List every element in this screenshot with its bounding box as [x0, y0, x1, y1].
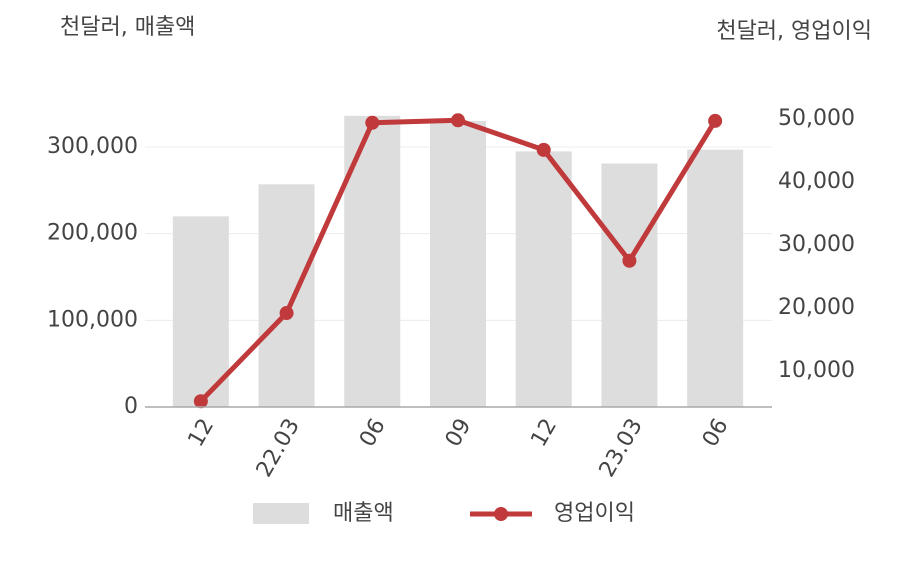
x-tick-label: 23.03 — [595, 415, 648, 482]
legend-marker — [494, 507, 508, 521]
line-point — [451, 113, 465, 128]
x-tick-label: 12 — [526, 415, 562, 452]
bar — [430, 121, 486, 407]
bar — [601, 163, 658, 407]
x-tick-label: 12 — [184, 415, 220, 452]
line-point — [708, 113, 723, 128]
bar — [515, 151, 572, 407]
y2-tick-label: 50,000 — [778, 106, 855, 131]
line-point — [365, 115, 380, 130]
y-tick-label: 200,000 — [47, 221, 138, 246]
line-point — [622, 253, 637, 268]
y2-unit-label: 천달러, 영업이익 — [716, 19, 872, 44]
legend-label: 매출액 — [333, 501, 394, 526]
x-tick-label: 06 — [355, 415, 391, 452]
bar — [258, 184, 315, 407]
y-tick-label: 300,000 — [47, 134, 138, 159]
bar — [172, 216, 229, 407]
y2-tick-label: 30,000 — [778, 232, 855, 257]
x-tick-label: 22.03 — [252, 415, 305, 482]
legend-label: 영업이익 — [554, 501, 635, 526]
x-tick-label: 09 — [441, 415, 477, 452]
legend-item: 영업이익 — [470, 501, 635, 526]
bar — [687, 149, 744, 407]
y-tick-label: 100,000 — [47, 307, 138, 332]
line-point — [193, 394, 208, 409]
line-point — [536, 142, 551, 157]
legend-swatch — [253, 503, 309, 524]
legend-item: 매출액 — [253, 501, 394, 526]
x-tick-label: 06 — [698, 415, 734, 452]
y-tick-label: 0 — [124, 394, 138, 419]
line-point — [279, 306, 294, 321]
y2-tick-label: 40,000 — [778, 169, 855, 194]
y2-tick-label: 20,000 — [778, 295, 855, 320]
y-unit-label: 천달러, 매출액 — [60, 15, 195, 40]
y2-tick-label: 10,000 — [778, 358, 855, 383]
bar — [344, 115, 401, 407]
